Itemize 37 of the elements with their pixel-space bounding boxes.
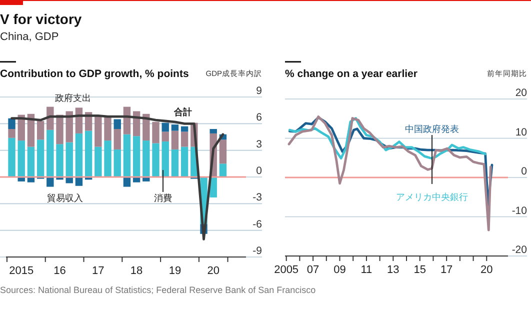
series-label: 政府支出 bbox=[55, 93, 91, 103]
x-tick-label: 19 bbox=[168, 265, 182, 277]
text: China, GDP bbox=[0, 31, 59, 43]
y-tick-label: 0 bbox=[256, 165, 262, 177]
x-tick-label: 17 bbox=[440, 264, 453, 276]
x-tick-label: 07 bbox=[306, 264, 320, 276]
x-tick-label: 11 bbox=[360, 264, 372, 276]
series-label: 貿易収入 bbox=[47, 193, 83, 203]
chart-title: % change on a year earlier bbox=[285, 68, 418, 80]
text: アメリカ中央銀行 bbox=[396, 192, 468, 202]
y-tick-label: -3 bbox=[252, 192, 262, 204]
y-tick-label: -20 bbox=[512, 244, 528, 256]
x-tick-label: 17 bbox=[92, 265, 104, 277]
source-note: Sources: National Bureau of Statistics; Federal Reserve Bank of San Francisco bbox=[0, 285, 316, 295]
x-tick-label: 20 bbox=[207, 265, 220, 277]
x-tick-label: 2015 bbox=[9, 265, 34, 277]
y-tick-label: 3 bbox=[256, 138, 262, 150]
chart-title: Contribution to GDP growth, % points bbox=[0, 68, 189, 80]
y-tick-label: -9 bbox=[252, 245, 262, 257]
y-tick-label: -6 bbox=[252, 218, 262, 230]
series-label: 消費 bbox=[154, 193, 172, 203]
series-label: 合計 bbox=[173, 107, 192, 117]
y-tick-label: 20 bbox=[515, 87, 528, 99]
x-tick-label: 15 bbox=[414, 264, 426, 276]
y-tick-label: 0 bbox=[521, 166, 528, 178]
x-tick-label: 16 bbox=[54, 265, 66, 277]
y-tick-label: 9 bbox=[256, 85, 262, 97]
y-tick-label: -10 bbox=[512, 204, 528, 217]
x-tick-label: 2005 bbox=[274, 264, 299, 276]
x-tick-label: 13 bbox=[387, 264, 400, 276]
y-tick-label: 10 bbox=[515, 126, 528, 138]
x-tick-label: 09 bbox=[334, 264, 346, 276]
series-label: 中国政府発表 bbox=[405, 124, 459, 134]
text: V for victory bbox=[0, 11, 82, 27]
x-tick-label: 20 bbox=[480, 264, 493, 276]
x-tick-label: 18 bbox=[130, 265, 143, 277]
y-tick-label: 6 bbox=[256, 112, 262, 124]
